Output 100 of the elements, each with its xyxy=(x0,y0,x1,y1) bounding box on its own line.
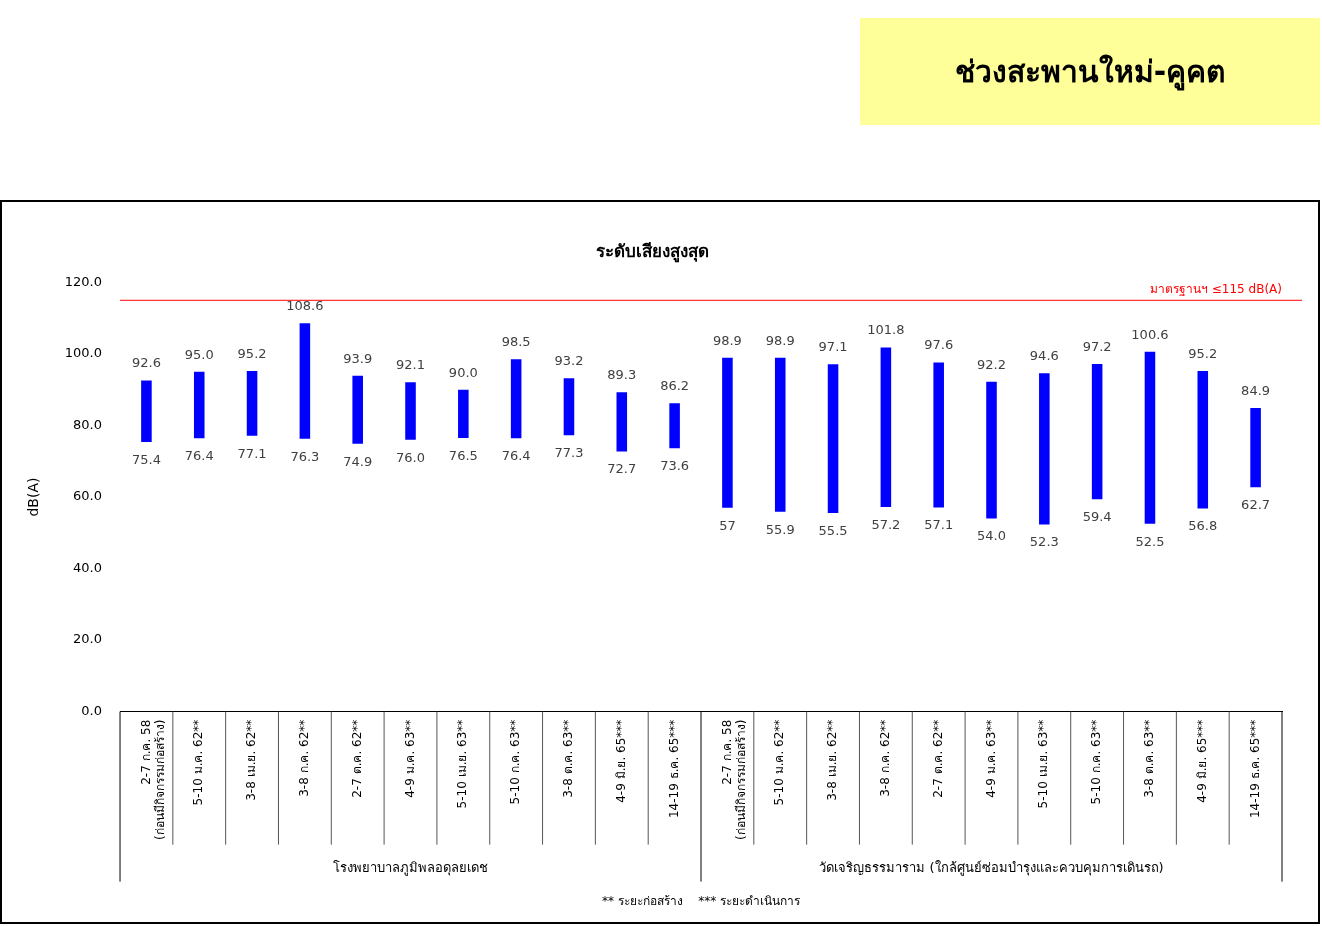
text: 76.3 xyxy=(290,448,320,464)
text: 95.2 xyxy=(237,345,267,361)
y-tick-label: 20.0 xyxy=(73,631,103,647)
bar xyxy=(141,380,152,442)
bar xyxy=(774,357,786,512)
text: 97.6 xyxy=(924,337,954,353)
text: 98.5 xyxy=(501,334,531,350)
chart-title: ช่วงสะพานใหม่-คูคต xyxy=(954,53,1226,93)
text: 94.6 xyxy=(1029,348,1059,364)
text: 52.3 xyxy=(1029,534,1059,550)
text: 93.9 xyxy=(343,350,373,366)
x-tick-label: 4-9 ม.ค. 63** xyxy=(983,719,998,798)
x-tick-label: 2-7 ต.ค. 62** xyxy=(349,719,364,798)
text: 55.5 xyxy=(818,522,848,538)
text: 98.9 xyxy=(712,332,742,348)
text: ** ระยะก่อสร้าง *** ระยะดำเนินการ xyxy=(602,893,801,908)
text: 101.8 xyxy=(867,322,905,338)
text: 76.5 xyxy=(448,447,478,463)
text: 77.1 xyxy=(237,445,267,461)
x-tick-label: 3-8 เม.ย. 62** xyxy=(825,719,840,801)
text: 74.9 xyxy=(343,453,373,469)
x-tick-label: 5-10 ม.ค. 62** xyxy=(191,719,206,806)
bar xyxy=(1144,351,1156,524)
text: 92.6 xyxy=(131,355,161,371)
text: 75.4 xyxy=(131,451,161,467)
x-tick-label: 5-10 เม.ย. 63** xyxy=(455,719,470,809)
y-tick-label: 40.0 xyxy=(73,559,103,575)
bar xyxy=(1039,373,1050,525)
bar xyxy=(458,389,469,438)
text: 97.1 xyxy=(818,339,848,355)
x-tick-label: 5-10 ม.ค. 62** xyxy=(772,719,787,806)
bar xyxy=(1250,407,1261,488)
y-axis-title: dB(A) xyxy=(25,477,42,517)
text: 89.3 xyxy=(607,367,637,383)
x-tick-label: 5-10 ก.ค. 63** xyxy=(1089,719,1104,805)
text: 76.4 xyxy=(501,448,531,464)
x-tick-label: 4-9 มิ.ย. 65*** xyxy=(1194,719,1209,803)
text: 84.9 xyxy=(1241,382,1271,398)
text: 73.6 xyxy=(660,458,690,474)
bar xyxy=(722,357,733,508)
text: 55.9 xyxy=(765,521,795,537)
bar xyxy=(1091,363,1103,500)
bar xyxy=(669,403,680,449)
text: 72.7 xyxy=(607,461,637,477)
text: 59.4 xyxy=(1082,509,1112,525)
text: วัดเจริญธรรมาราม (ใกล้ศูนย์ซ่อมบำรุงและควบคุมการเดินรถ) xyxy=(819,860,1164,877)
text: 57.2 xyxy=(871,516,901,532)
text: 90.0 xyxy=(448,364,478,380)
text: 97.2 xyxy=(1082,338,1112,354)
x-tick-label: 4-9 มิ.ย. 65*** xyxy=(613,719,628,803)
x-tick-label: 3-8 ก.ค. 62** xyxy=(877,719,892,797)
bar xyxy=(405,382,416,440)
text: 100.6 xyxy=(1131,326,1169,342)
x-tick-label: 14-19 ธ.ค. 65*** xyxy=(666,719,681,819)
text: 56.8 xyxy=(1188,518,1218,534)
y-tick-label: 60.0 xyxy=(73,488,103,504)
text: 95.2 xyxy=(1188,345,1218,361)
x-tick-label: 2-7 ก.ค. 58 (ก่อนมีกิจกรรมก่อสร้าง) xyxy=(719,719,748,841)
text: 62.7 xyxy=(1241,497,1271,513)
x-tick-label: 2-7 ก.ค. 58 (ก่อนมีกิจกรรมก่อสร้าง) xyxy=(138,719,167,841)
bar xyxy=(246,371,258,436)
bar xyxy=(933,362,944,508)
x-tick-label: 3-8 ต.ค. 63** xyxy=(1142,719,1157,798)
x-tick-label: 5-10 ก.ค. 63** xyxy=(508,719,523,805)
bar xyxy=(1197,371,1209,509)
y-tick-label: 0.0 xyxy=(81,703,103,719)
x-tick-label: 5-10 เม.ย. 63** xyxy=(1036,719,1051,809)
y-tick-label: 80.0 xyxy=(73,416,103,432)
x-tick-label: 3-8 ก.ค. 62** xyxy=(297,719,311,797)
x-tick-label: 4-9 ม.ค. 63** xyxy=(402,719,417,798)
text: 52.5 xyxy=(1135,533,1165,549)
chart-subtitle: ระดับเสียงสูงสุด xyxy=(595,240,709,263)
text: 76.4 xyxy=(184,448,214,464)
text: 108.6 xyxy=(286,298,324,314)
bar xyxy=(299,323,311,439)
bar xyxy=(986,381,997,519)
x-tick-label: 3-8 เม.ย. 62** xyxy=(244,719,259,801)
y-tick-label: 120.0 xyxy=(64,273,103,289)
text: 92.1 xyxy=(396,357,425,373)
x-tick-label: 3-8 ต.ค. 63** xyxy=(561,719,576,798)
text: 92.2 xyxy=(977,356,1006,372)
text: 54.0 xyxy=(977,528,1006,544)
x-tick-label: 14-19 ธ.ค. 65*** xyxy=(1247,719,1262,819)
bar xyxy=(880,347,892,508)
text: โรงพยาบาลภูมิพลอดุลยเดช xyxy=(333,860,489,877)
bar xyxy=(827,364,839,514)
text: 76.0 xyxy=(396,449,425,465)
bar xyxy=(510,359,522,439)
bar xyxy=(193,371,205,439)
x-tick-label: 2-7 ต.ค. 62** xyxy=(930,719,945,798)
text: 57.1 xyxy=(924,517,954,533)
text: 86.2 xyxy=(660,378,690,394)
bar xyxy=(563,378,575,436)
ref-line-label: มาตรฐานฯ ≤115 dB(A) xyxy=(1149,282,1282,297)
text: 98.9 xyxy=(765,332,795,348)
text: 93.2 xyxy=(554,353,584,369)
y-tick-label: 100.0 xyxy=(64,345,103,361)
bar xyxy=(352,375,363,444)
text: 57 xyxy=(719,517,736,533)
bar xyxy=(616,392,628,452)
